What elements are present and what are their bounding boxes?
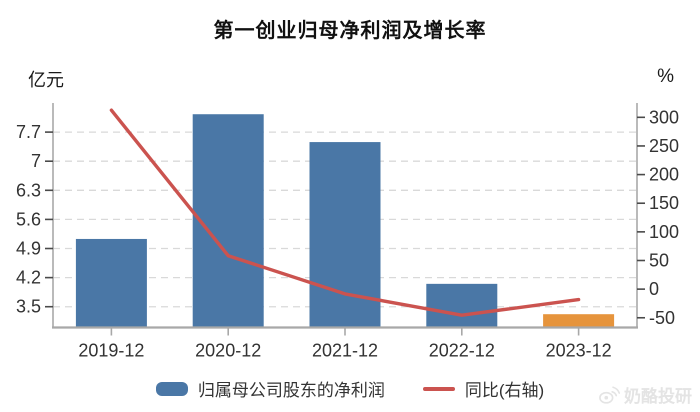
x-tick-label-2022-12: 2022-12 — [429, 341, 495, 361]
left-tick-label: 7 — [31, 151, 41, 171]
chart-title: 第一创业归母净利润及增长率 — [213, 18, 487, 42]
right-tick-label: 50 — [649, 250, 669, 270]
left-tick-label: 7.7 — [16, 122, 41, 142]
x-tick-label-2019-12: 2019-12 — [78, 341, 144, 361]
right-tick-label: 250 — [649, 136, 679, 156]
legend: 归属母公司股东的净利润 同比(右轴) — [0, 376, 700, 401]
left-axis-unit-label: 亿元 — [28, 70, 64, 90]
bar-2019-12 — [75, 238, 147, 328]
bar-2020-12 — [192, 114, 264, 328]
x-tick-label-2020-12: 2020-12 — [195, 341, 261, 361]
legend-item-net-profit: 归属母公司股东的净利润 — [155, 376, 385, 401]
right-tick-label: 0 — [649, 279, 659, 299]
legend-label-net-profit: 归属母公司股东的净利润 — [197, 381, 385, 400]
watermark: 奶酪投研 — [598, 382, 692, 407]
right-tick-label: 200 — [649, 165, 679, 185]
left-tick-label: 4.2 — [16, 268, 41, 288]
watermark-text: 奶酪投研 — [624, 387, 692, 406]
right-axis-unit-label: % — [657, 66, 674, 87]
right-tick-label: 300 — [649, 107, 679, 127]
bar-2022-12 — [426, 283, 498, 328]
left-tick-label: 6.3 — [16, 180, 41, 200]
x-tick-label-2021-12: 2021-12 — [312, 341, 378, 361]
legend-label-yoy: 同比(右轴) — [464, 381, 545, 400]
bar-2023-12 — [543, 314, 615, 328]
left-tick-label: 5.6 — [16, 209, 41, 229]
right-tick-label: -50 — [649, 308, 675, 328]
right-tick-label: 150 — [649, 193, 679, 213]
yoy-growth-line — [109, 108, 581, 317]
yoy-line-swatch — [422, 386, 455, 391]
right-tick-label: 100 — [649, 222, 679, 242]
left-tick-label: 3.5 — [16, 297, 41, 317]
weibo-icon — [599, 385, 620, 404]
net-profit-bar-swatch — [155, 381, 188, 396]
x-tick-label-2023-12: 2023-12 — [546, 341, 612, 361]
legend-item-yoy: 同比(右轴) — [422, 376, 545, 401]
left-tick-label: 4.9 — [16, 239, 41, 259]
